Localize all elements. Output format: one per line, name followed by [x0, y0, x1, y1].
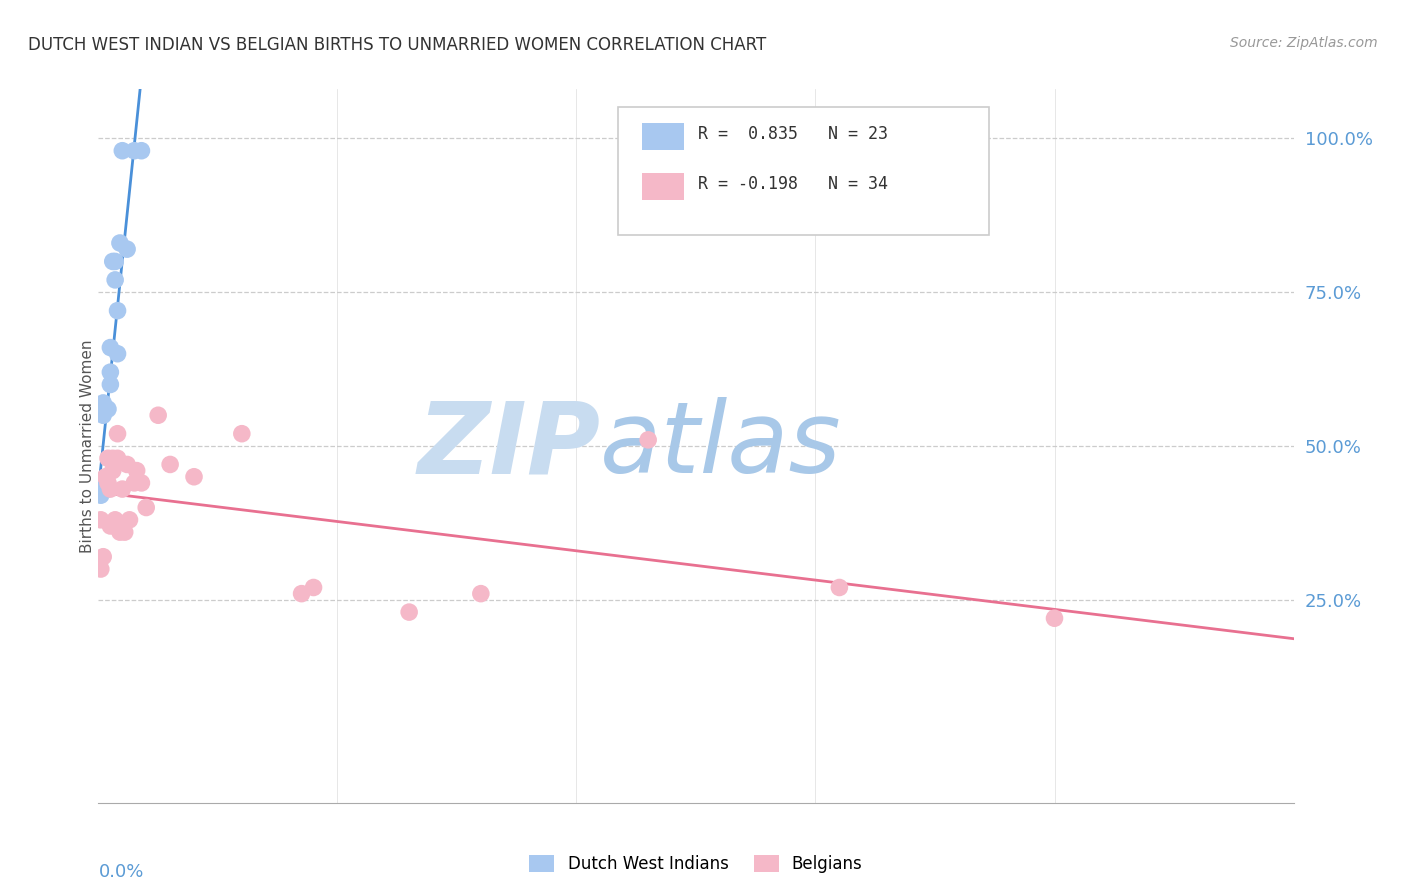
Point — [637, 433, 659, 447]
Point — [131, 144, 153, 158]
Point — [124, 144, 146, 158]
Point — [231, 426, 253, 441]
FancyBboxPatch shape — [643, 173, 685, 200]
Point — [111, 519, 134, 533]
Point — [104, 273, 127, 287]
Text: ZIP: ZIP — [418, 398, 600, 494]
Point — [470, 587, 492, 601]
FancyBboxPatch shape — [643, 123, 685, 150]
Point — [107, 347, 129, 361]
Point — [90, 513, 112, 527]
Point — [115, 242, 138, 256]
Point — [111, 144, 134, 158]
Point — [94, 475, 117, 490]
Point — [111, 482, 134, 496]
Point — [94, 469, 117, 483]
Point — [104, 513, 127, 527]
Point — [90, 475, 112, 490]
Point — [97, 482, 120, 496]
Text: DUTCH WEST INDIAN VS BELGIAN BIRTHS TO UNMARRIED WOMEN CORRELATION CHART: DUTCH WEST INDIAN VS BELGIAN BIRTHS TO U… — [28, 36, 766, 54]
Point — [90, 488, 112, 502]
Point — [398, 605, 420, 619]
Point — [114, 525, 136, 540]
Y-axis label: Births to Unmarried Women: Births to Unmarried Women — [80, 339, 94, 553]
Point — [828, 581, 851, 595]
Point — [94, 402, 117, 417]
Point — [107, 451, 129, 466]
Point — [91, 409, 114, 423]
Point — [107, 426, 129, 441]
Point — [90, 562, 112, 576]
Text: Source: ZipAtlas.com: Source: ZipAtlas.com — [1230, 36, 1378, 50]
Point — [94, 482, 117, 496]
Point — [148, 409, 170, 423]
Text: R = -0.198   N = 34: R = -0.198 N = 34 — [699, 175, 889, 193]
FancyBboxPatch shape — [619, 107, 988, 235]
Point — [91, 549, 114, 564]
Legend: Dutch West Indians, Belgians: Dutch West Indians, Belgians — [523, 848, 869, 880]
Point — [97, 402, 120, 417]
Text: atlas: atlas — [600, 398, 842, 494]
Point — [135, 500, 157, 515]
Point — [98, 377, 122, 392]
Point — [159, 458, 181, 472]
Point — [98, 341, 122, 355]
Text: 0.0%: 0.0% — [98, 863, 143, 881]
Point — [101, 254, 124, 268]
Point — [97, 451, 120, 466]
Point — [183, 469, 205, 483]
Point — [90, 482, 112, 496]
Point — [98, 365, 122, 379]
Point — [291, 587, 314, 601]
Point — [108, 525, 131, 540]
Point — [101, 464, 124, 478]
Point — [131, 475, 153, 490]
Point — [98, 519, 122, 533]
Point — [97, 475, 120, 490]
Point — [108, 235, 131, 250]
Point — [104, 254, 127, 268]
Point — [91, 396, 114, 410]
Point — [118, 513, 141, 527]
Point — [1043, 611, 1066, 625]
Text: R =  0.835   N = 23: R = 0.835 N = 23 — [699, 125, 889, 143]
Point — [115, 458, 138, 472]
Point — [107, 303, 129, 318]
Point — [124, 475, 146, 490]
Point — [101, 451, 124, 466]
Point — [125, 464, 148, 478]
Point — [302, 581, 325, 595]
Point — [98, 482, 122, 496]
